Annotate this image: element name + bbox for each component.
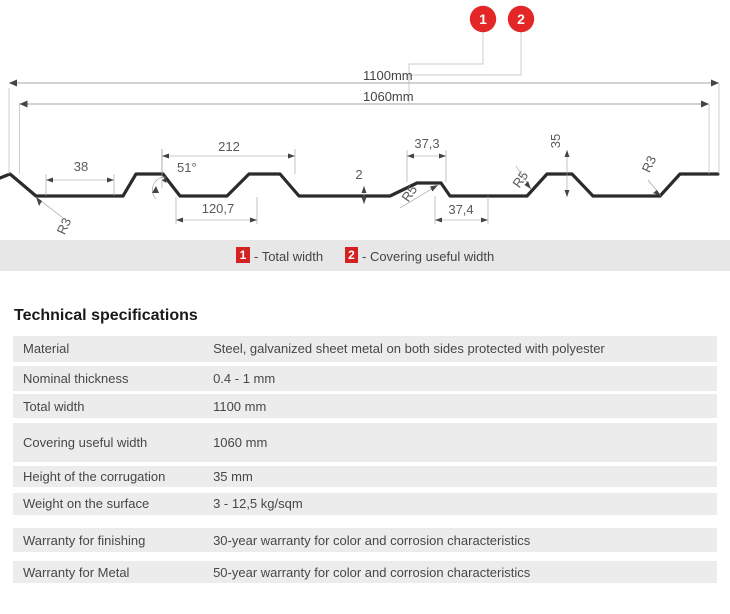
svg-text:37,3: 37,3	[414, 136, 439, 151]
svg-text:1060mm: 1060mm	[363, 89, 414, 104]
svg-text:1: 1	[479, 11, 487, 27]
svg-text:51°: 51°	[177, 160, 197, 175]
svg-text:212: 212	[218, 139, 240, 154]
svg-text:35: 35	[548, 134, 563, 148]
svg-text:2: 2	[355, 167, 362, 182]
svg-text:R3: R3	[639, 153, 660, 174]
svg-text:120,7: 120,7	[202, 201, 235, 216]
svg-text:37,4: 37,4	[448, 202, 473, 217]
svg-text:R5: R5	[509, 168, 531, 190]
svg-text:R3: R3	[54, 215, 75, 236]
svg-text:38: 38	[74, 159, 88, 174]
svg-text:1100mm: 1100mm	[363, 68, 413, 83]
svg-text:R5: R5	[398, 182, 420, 204]
svg-text:2: 2	[517, 11, 525, 27]
